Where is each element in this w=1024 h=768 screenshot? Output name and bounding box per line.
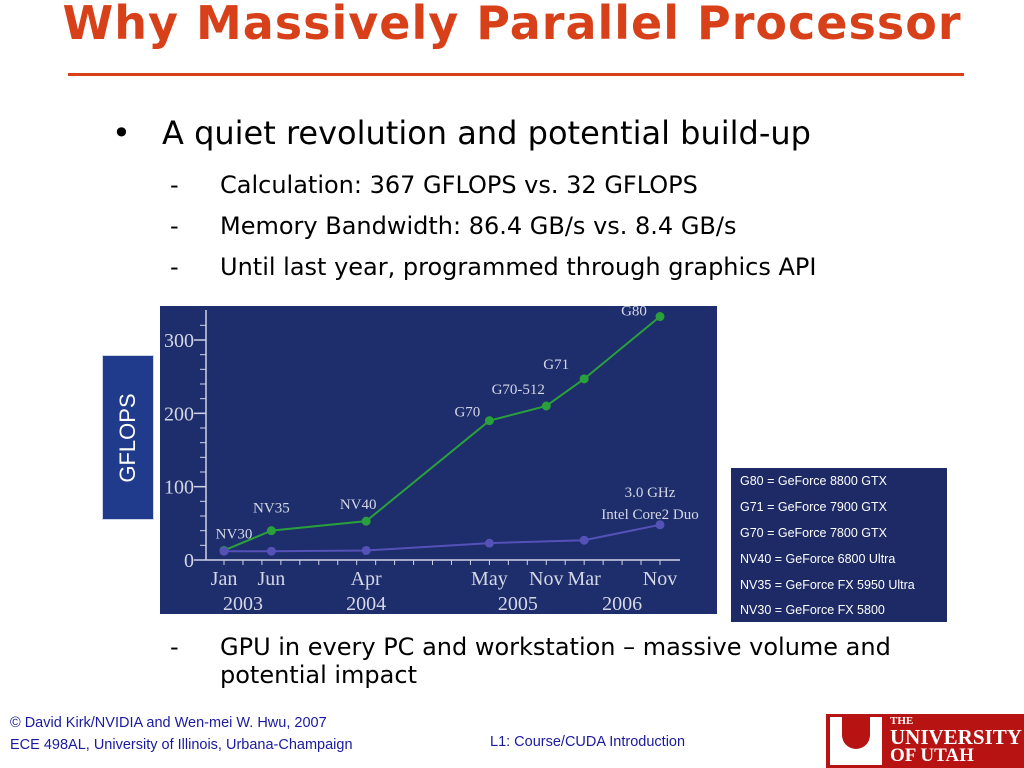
year-label: 2003 bbox=[223, 593, 263, 614]
sub-bullet-text: Calculation: 367 GFLOPS vs. 32 GFLOPS bbox=[220, 171, 698, 199]
legend-entry: NV35 = GeForce FX 5950 Ultra bbox=[740, 578, 915, 592]
footer-copyright: © David Kirk/NVIDIA and Wen-mei W. Hwu, … bbox=[10, 715, 327, 731]
x-tick-label: Jan bbox=[211, 568, 238, 590]
title-underline bbox=[68, 73, 964, 76]
data-point bbox=[655, 312, 665, 322]
x-tick-label: Apr bbox=[351, 568, 382, 590]
footer-lecture-title: L1: Course/CUDA Introduction bbox=[490, 734, 686, 750]
series-line bbox=[224, 523, 661, 553]
logo-text-of-utah: OF UTAH bbox=[890, 745, 974, 766]
y-tick-label: 300 bbox=[164, 330, 194, 352]
sub-bullet-text-line1: GPU in every PC and workstation – massiv… bbox=[220, 633, 891, 661]
data-point bbox=[579, 535, 589, 545]
data-point bbox=[266, 546, 276, 556]
point-label: G70-512 bbox=[492, 382, 545, 398]
logo-text-the: THE bbox=[890, 715, 914, 727]
university-of-utah-logo: THE UNIVERSITY OF UTAH bbox=[826, 714, 1024, 768]
legend-entry: G80 = GeForce 8800 GTX bbox=[740, 474, 887, 488]
data-point bbox=[655, 520, 665, 530]
data-point bbox=[361, 516, 371, 526]
legend-entry: G71 = GeForce 7900 GTX bbox=[740, 500, 887, 514]
point-label: NV40 bbox=[340, 497, 377, 513]
series-label-line2: Intel Core2 Duo bbox=[601, 507, 698, 523]
point-label: NV30 bbox=[216, 526, 253, 542]
chart-background bbox=[160, 306, 717, 614]
slide-title: Why Massively Parallel Processor bbox=[62, 0, 962, 50]
bullet-marker: • bbox=[112, 114, 131, 152]
point-label: G70 bbox=[454, 405, 480, 421]
y-axis-label: GFLOPS bbox=[115, 392, 140, 483]
dash-marker: - bbox=[170, 633, 179, 661]
point-label: G80 bbox=[621, 306, 647, 320]
y-axis-label-box: GFLOPS bbox=[102, 355, 154, 520]
block-u-icon bbox=[830, 717, 882, 765]
sub-bullet-text-line2: potential impact bbox=[220, 661, 417, 689]
year-label: 2006 bbox=[602, 593, 642, 614]
point-label: NV35 bbox=[253, 501, 290, 517]
y-tick-label: 200 bbox=[164, 403, 194, 425]
legend-entry: G70 = GeForce 7800 GTX bbox=[740, 526, 887, 540]
data-point bbox=[484, 416, 494, 426]
x-tick-label: Nov bbox=[643, 568, 677, 590]
sub-bullet-text: Until last year, programmed through grap… bbox=[220, 253, 817, 281]
y-tick-label: 100 bbox=[164, 477, 194, 499]
dash-marker: - bbox=[170, 212, 179, 240]
legend-entry: NV40 = GeForce 6800 Ultra bbox=[740, 552, 896, 566]
series-label-line1: 3.0 GHz bbox=[625, 485, 676, 501]
x-tick-label: Jun bbox=[257, 568, 285, 590]
point-label: G71 bbox=[543, 357, 569, 373]
x-tick-label: Mar bbox=[568, 568, 602, 590]
logo-text-university: UNIVERSITY bbox=[890, 725, 1022, 749]
data-point bbox=[266, 526, 276, 536]
x-tick-label: Nov bbox=[529, 568, 563, 590]
dash-marker: - bbox=[170, 171, 179, 199]
year-label: 2004 bbox=[346, 593, 386, 614]
dash-marker: - bbox=[170, 253, 179, 281]
chart-legend: G80 = GeForce 8800 GTX G71 = GeForce 790… bbox=[731, 468, 947, 622]
data-point bbox=[361, 545, 371, 555]
y-tick-label: 0 bbox=[184, 550, 194, 572]
year-label: 2005 bbox=[498, 593, 538, 614]
sub-bullet-text: Memory Bandwidth: 86.4 GB/s vs. 8.4 GB/s bbox=[220, 212, 737, 240]
data-point bbox=[219, 546, 229, 556]
data-point bbox=[484, 538, 494, 548]
footer-course: ECE 498AL, University of Illinois, Urban… bbox=[10, 737, 353, 753]
x-tick-label: May bbox=[471, 568, 508, 590]
data-point bbox=[541, 401, 551, 411]
data-point bbox=[579, 374, 589, 384]
main-bullet-text: A quiet revolution and potential build-u… bbox=[162, 114, 811, 152]
legend-entry: NV30 = GeForce FX 5800 bbox=[740, 603, 885, 617]
